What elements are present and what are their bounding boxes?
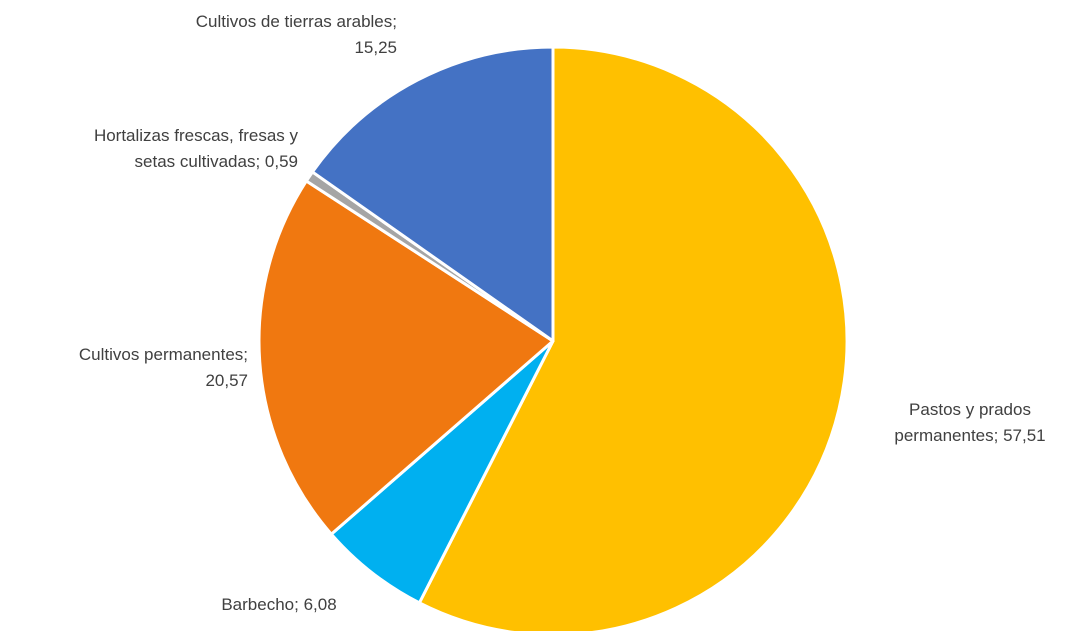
data-label: Hortalizas frescas, fresas y setas cultiv… xyxy=(94,126,299,171)
data-label-line: Hortalizas frescas, fresas y xyxy=(94,126,299,145)
data-label-line: 20,57 xyxy=(205,371,248,390)
pie-slices xyxy=(257,45,849,631)
data-label: Cultivos permanentes; 20,57 xyxy=(79,345,248,390)
data-labels: Pastos y prados permanentes; 57,51 Barbech… xyxy=(79,12,1046,614)
data-label: Pastos y prados permanentes; 57,51 xyxy=(894,400,1045,445)
pie-slice xyxy=(417,45,849,631)
data-label: Cultivos de tierras arables; 15,25 xyxy=(196,12,397,57)
data-label-line: 15,25 xyxy=(354,38,397,57)
data-label-line: setas cultivadas; 0,59 xyxy=(135,152,298,171)
data-label: Barbecho; 6,08 xyxy=(221,595,336,614)
data-label-line: permanentes; 57,51 xyxy=(894,426,1045,445)
data-label-line: Pastos y prados xyxy=(909,400,1031,419)
data-label-line: Barbecho; 6,08 xyxy=(221,595,336,614)
data-label-line: Cultivos de tierras arables; xyxy=(196,12,397,31)
pie-slice xyxy=(257,179,555,536)
data-label-line: Cultivos permanentes; xyxy=(79,345,248,364)
pie-slice xyxy=(310,45,555,343)
